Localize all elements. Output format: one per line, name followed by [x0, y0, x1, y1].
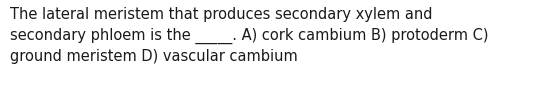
- Text: The lateral meristem that produces secondary xylem and
secondary phloem is the _: The lateral meristem that produces secon…: [10, 7, 489, 64]
